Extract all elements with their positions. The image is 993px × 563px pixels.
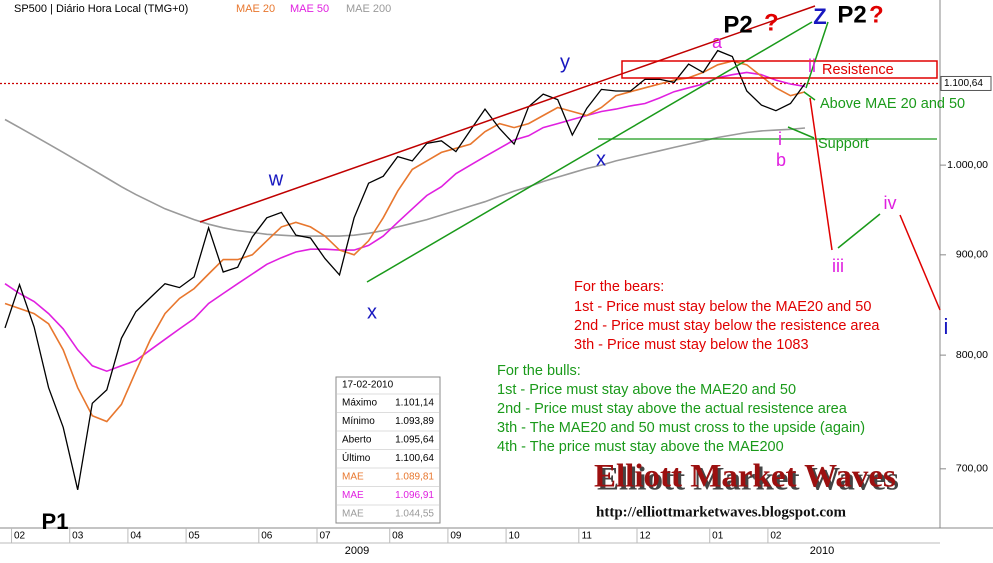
projection-line [805,21,829,89]
info-value: 1.095,64 [395,435,434,446]
note: 1st - Price must stay above the MAE20 an… [497,382,796,398]
wave-label: P2 [837,1,866,28]
x-tick-label: 12 [639,531,651,542]
y-tick-label: 800,00 [956,349,988,361]
wave-label: ? [764,9,779,36]
info-key: Mínimo [342,416,375,427]
wave-label: b [776,150,786,170]
legend-entry: MAE 20 [236,3,275,15]
resistance-box [621,60,938,79]
line [4,118,806,237]
note: Support [818,136,869,152]
wave-label: ? [869,1,884,28]
trend-line [199,5,816,223]
wave-label: i [944,314,949,339]
x-tick-label: 05 [189,531,201,542]
note: For the bulls: [497,363,581,379]
info-key: Máximo [342,398,377,409]
wave-label: iii [832,256,844,276]
year-label: 2010 [810,545,834,557]
note: 2nd - Price must stay below the resisten… [574,318,880,334]
info-value: 1.089,81 [395,472,434,483]
wave-label: y [560,51,570,73]
projection-line [837,213,881,249]
wave-label: ii [808,56,816,76]
arrow [787,126,815,139]
wave-label: x [367,301,377,323]
x-tick-label: 07 [319,531,331,542]
wave-label: P1 [42,509,69,534]
wave-label: Z [813,4,826,29]
line [4,71,806,373]
brand: Elliott Market Waves [594,459,896,495]
info-value: 1.101,14 [395,398,434,409]
note: For the bears: [574,279,664,295]
wave-label: P2 [723,11,752,38]
note: 3th - The MAE20 and 50 must cross to the… [497,420,865,436]
projection-line [809,97,833,251]
legend-entry: MAE 200 [346,3,391,15]
x-tick-label: 08 [392,531,404,542]
note: Above MAE 20 and 50 [820,96,965,112]
plot: 1.000,00 900,00 800,00 700,00 02 03 04 05 06 07 08… [0,49,988,543]
info-value: 1.100,64 [395,453,434,464]
x-tick-label: 10 [509,531,521,542]
x-tick-label: 01 [712,531,724,542]
info-value: 1.044,55 [395,509,434,520]
note: 4th - The price must stay above the MAE2… [497,439,784,455]
projection-line [899,214,941,311]
price-tag [940,75,992,91]
x-tick-label: 02 [770,531,782,542]
info-key: Aberto [342,435,372,446]
trend-line [366,21,813,283]
wave-label: x [596,148,606,170]
price-label: 1.100,64 [944,78,983,89]
x-tick-label: 09 [450,531,462,542]
legend-entry: MAE 50 [290,3,329,15]
info-date: 17-02-2010 [342,380,394,391]
info-box: 17-02-2010 Máximo 1.101,14 Mínimo 1.093,89 A… [335,376,441,524]
arrow [803,91,816,101]
y-tick-label: 900,00 [956,249,988,261]
wave-label: w [268,168,284,190]
wave-label: iv [884,193,897,213]
note: 1st - Price must stay below the MAE20 an… [574,299,871,315]
line [4,49,806,490]
x-tick-label: 11 [582,531,593,542]
url: http://elliottmarketwaves.blogspot.com [596,504,846,520]
x-tick-label: 03 [72,531,84,542]
note: 3th - Price must stay below the 1083 [574,337,809,353]
wave-label: i [778,129,782,149]
note: 2nd - Price must stay above the actual r… [497,401,848,417]
year-label: 2009 [345,545,369,557]
x-tick-label: 04 [130,531,142,542]
info-value: 1.096,91 [395,490,434,501]
x-tick-label: 02 [14,531,26,542]
chart-title: SP500 | Diário Hora Local (TMG+0) [14,3,188,15]
info-key: Último [342,451,371,464]
line [4,60,806,423]
info-value: 1.093,89 [395,416,434,427]
y-tick-label: 1.000,00 [947,159,988,171]
wave-label: a [712,32,723,52]
brand-shadow: Elliott Market Waves [597,462,899,498]
x-tick-label: 06 [261,531,273,542]
resistance-label: Resistence [822,62,894,78]
info-key: MAE [342,472,364,483]
info-key: MAE [342,490,364,501]
y-tick-label: 700,00 [956,463,988,475]
info-key: MAE [342,509,364,520]
